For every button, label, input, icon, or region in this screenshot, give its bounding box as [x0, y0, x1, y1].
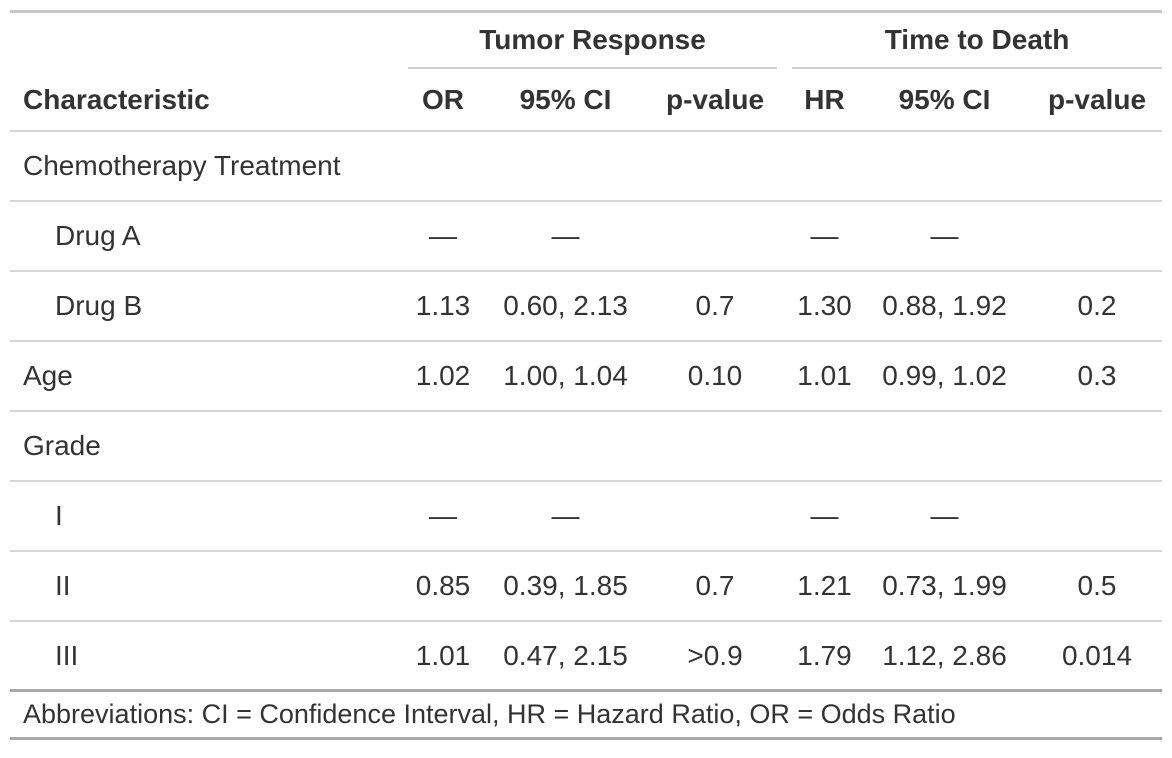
or-pvalue: 0.7 — [695, 290, 735, 322]
hr-pvalue: 0.5 — [1077, 570, 1117, 602]
or-pvalue: >0.9 — [687, 639, 743, 671]
row-label: Grade — [23, 430, 101, 462]
or-ci-value: — — [551, 500, 580, 532]
row-label: Age — [23, 360, 73, 392]
abbreviations-footnote: Abbreviations: CI = Confidence Interval,… — [23, 699, 956, 730]
or-ci-value: 0.60, 2.13 — [503, 290, 628, 322]
regression-summary-table: Tumor Response Time to Death Characteris… — [10, 10, 1162, 740]
hr-value: — — [810, 220, 839, 252]
or-ci-value: 0.39, 1.85 — [503, 570, 628, 602]
or-value: 1.02 — [415, 360, 471, 392]
or-value: 1.13 — [415, 290, 471, 322]
col-header-tumor-ci: 95% CI — [519, 83, 612, 115]
table-row: Chemotherapy Treatment — [10, 132, 1162, 202]
col-header-death-ci: 95% CI — [898, 83, 991, 115]
or-value: 0.85 — [415, 570, 471, 602]
table-body: Chemotherapy Treatment Drug A — — — — Drug B 1.… — [10, 132, 1162, 692]
col-header-hr: HR — [804, 83, 845, 115]
table-row: Drug B 1.13 0.60, 2.13 0.7 1.30 0.88, 1.92 0.2 — [10, 272, 1162, 342]
row-label: Chemotherapy Treatment — [23, 150, 341, 182]
table-row: I — — — — — [10, 482, 1162, 552]
spanner-row: Tumor Response Time to Death — [10, 13, 1162, 69]
table-row: Drug A — — — — — [10, 202, 1162, 272]
row-label: Drug B — [55, 290, 143, 322]
hr-ci-value: — — [930, 220, 959, 252]
hr-pvalue: 0.014 — [1061, 639, 1133, 671]
row-label: I — [55, 500, 63, 532]
hr-value: 1.30 — [797, 290, 852, 322]
or-pvalue: 0.10 — [687, 360, 743, 392]
row-label: II — [55, 570, 71, 602]
hr-value: 1.21 — [797, 570, 852, 602]
row-label: III — [55, 639, 79, 671]
table-row: III 1.01 0.47, 2.15 >0.9 1.79 1.12, 2.86 0.014 — [10, 622, 1162, 692]
col-header-tumor-pvalue: p-value — [665, 83, 765, 115]
col-header-death-pvalue: p-value — [1047, 83, 1147, 115]
or-ci-value: — — [551, 220, 580, 252]
row-label: Drug A — [55, 220, 141, 252]
column-header-row: Characteristic OR 95% CI p-value HR 95% … — [10, 69, 1162, 132]
or-value: — — [429, 220, 457, 252]
table-row: Grade — [10, 412, 1162, 482]
or-value: 1.01 — [415, 639, 471, 671]
hr-ci-value: 0.99, 1.02 — [882, 360, 1007, 392]
hr-value: 1.01 — [797, 360, 852, 392]
spanner-spacer-left — [10, 13, 408, 69]
table-row: Age 1.02 1.00, 1.04 0.10 1.01 0.99, 1.02 0.3 — [10, 342, 1162, 412]
spanner-tumor-response: Tumor Response — [408, 13, 777, 69]
or-pvalue: 0.7 — [695, 570, 735, 602]
hr-value: — — [810, 500, 839, 532]
or-value: — — [429, 500, 457, 532]
hr-pvalue: 0.2 — [1077, 290, 1117, 322]
or-ci-value: 1.00, 1.04 — [503, 360, 628, 392]
hr-ci-value: 0.73, 1.99 — [882, 570, 1007, 602]
col-header-characteristic: Characteristic — [23, 83, 210, 115]
hr-value: 1.79 — [797, 639, 852, 671]
or-ci-value: 0.47, 2.15 — [503, 639, 628, 671]
spanner-time-to-death: Time to Death — [792, 13, 1162, 69]
hr-ci-value: — — [930, 500, 959, 532]
hr-ci-value: 0.88, 1.92 — [882, 290, 1007, 322]
hr-pvalue: 0.3 — [1077, 360, 1117, 392]
table-row: II 0.85 0.39, 1.85 0.7 1.21 0.73, 1.99 0.5 — [10, 552, 1162, 622]
col-header-or: OR — [422, 83, 464, 115]
hr-ci-value: 1.12, 2.86 — [882, 639, 1007, 671]
footer-row: Abbreviations: CI = Confidence Interval,… — [10, 692, 1162, 740]
spanner-gap — [777, 13, 792, 69]
